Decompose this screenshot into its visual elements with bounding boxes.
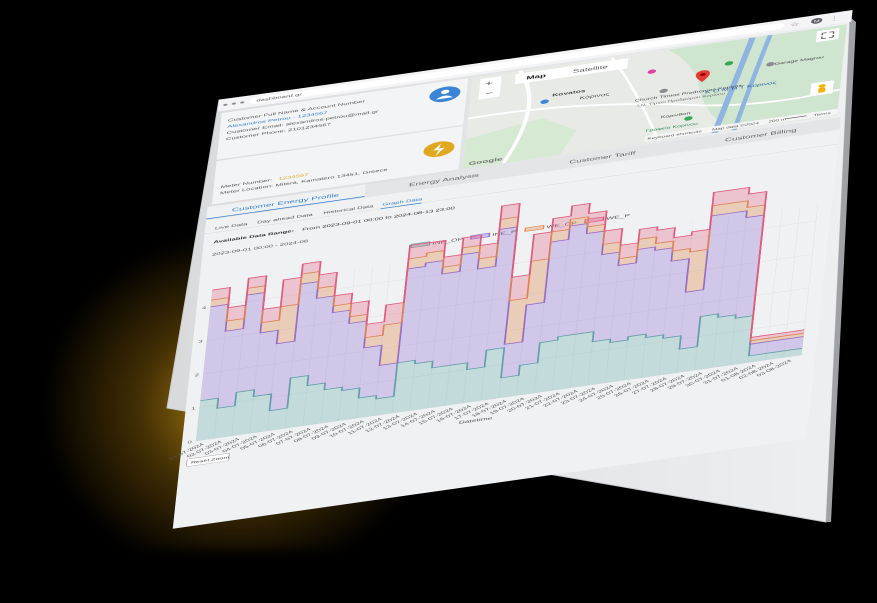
x-gridline (302, 274, 320, 426)
map-road-2 (467, 88, 841, 120)
forward-icon[interactable] (231, 102, 236, 105)
pegman-icon (818, 84, 826, 88)
legend-swatch-ine-p[interactable] (470, 232, 491, 240)
x-gridline (409, 259, 427, 411)
customer-card (216, 78, 469, 160)
series-line-ine-op (200, 313, 803, 412)
poi-pink (647, 69, 657, 74)
address-url: dashboard.gr (256, 92, 302, 103)
star-icon[interactable]: ☆ (790, 20, 801, 28)
map-label-6: Κορινθοπ (661, 112, 692, 120)
legend-label-ine-p: INE_P (492, 230, 517, 238)
x-gridline (587, 234, 605, 386)
poi-green-2 (684, 116, 693, 121)
x-gridline (195, 290, 213, 442)
chart-legend: INE_OP INE_P WE_OP WE_P (410, 213, 631, 249)
map-scale-bar (785, 115, 807, 120)
poi-garage (766, 62, 775, 67)
y-tick-label: 3 (198, 339, 204, 344)
reset-zoom-button[interactable] (186, 453, 230, 467)
legend-swatch-we-p[interactable] (584, 216, 605, 224)
reset-zoom-label: Reset Zoom (191, 456, 230, 465)
map-terms[interactable]: Terms (813, 111, 831, 117)
map-green-area (668, 24, 847, 129)
map-tab-satellite[interactable]: Satellite (573, 64, 609, 74)
y-tick-label: 1 (191, 406, 197, 411)
zoom-out-button[interactable]: − (485, 89, 494, 98)
avatar-letter: M (814, 19, 821, 24)
dashboard-screen: dashboard.gr ☆ M ⋮ Customer Full Name & … (168, 9, 853, 529)
lightning-bolt (433, 143, 445, 156)
location-pin-icon (695, 70, 710, 83)
map-attribution[interactable]: Keyboard shortcuts (647, 130, 702, 142)
zoom-in-button[interactable]: + (484, 80, 493, 89)
y-tick-label: 4 (202, 306, 208, 311)
subtab-historical-data[interactable]: Historical Data (323, 204, 374, 216)
google-logo: Google (468, 156, 503, 166)
series-area-ine-p (200, 210, 804, 411)
map-type-control (514, 58, 629, 85)
subtab-live-data[interactable]: Live Data (215, 222, 249, 231)
poi-church (659, 88, 668, 94)
x-gridline (462, 252, 480, 404)
y-tick-label: 0 (187, 440, 193, 445)
map-label-4: Garage Magrou (774, 56, 824, 67)
map-highway-2 (731, 35, 773, 131)
series-area-ine-op (196, 313, 803, 441)
legend-label-we-op: WE_OP (546, 221, 578, 230)
avatar[interactable] (811, 17, 823, 24)
meter-number-value: 1234567 (278, 173, 309, 182)
legend-label-ine-op: INE_OP (432, 237, 464, 246)
map-highway (711, 37, 756, 134)
meter-card (211, 126, 463, 205)
tab-customer-energy-profile[interactable] (206, 184, 366, 220)
x-gridline (427, 257, 445, 409)
zoom-control (478, 76, 502, 100)
screen-right-edge (826, 17, 856, 522)
x-gridline (569, 236, 587, 388)
legend-swatch-we-op[interactable] (524, 225, 545, 232)
x-gridline (551, 239, 569, 391)
map-tab-map[interactable]: Map (526, 73, 547, 81)
location-pin-center (700, 73, 706, 76)
x-gridline (480, 249, 498, 401)
x-gridline (729, 214, 747, 366)
pegman-body (818, 87, 826, 93)
subtab-graph-data[interactable]: Graph Data (382, 197, 423, 207)
address-bar[interactable] (249, 22, 785, 104)
x-gridline (640, 226, 658, 378)
poi-blue (540, 99, 549, 104)
x-gridline (445, 254, 463, 406)
legend-label-we-p: WE_P (606, 213, 631, 221)
user-icon (429, 86, 461, 103)
map-scale: 200 m (768, 118, 786, 124)
series-line-we-p (212, 186, 805, 338)
map-attribution-bar (644, 108, 838, 142)
x-axis-label: Datetime (458, 416, 493, 425)
user-icon-head (440, 89, 450, 94)
subtab-active-indicator (380, 202, 422, 210)
map-green-area-2 (462, 118, 577, 169)
reload-icon[interactable] (240, 101, 245, 104)
x-gridline (712, 216, 730, 368)
map-label-7: Γραφείο Κορίνου (645, 122, 698, 133)
kebab-menu-icon[interactable]: ⋮ (829, 15, 839, 22)
poi-green (724, 61, 734, 66)
map-data: Map data ©2024 (712, 121, 760, 132)
map-label-1: Κόρινος (579, 91, 610, 100)
map-label-0: Kovatos (552, 89, 586, 98)
meter-number-label: Meter Number: (220, 178, 272, 190)
fullscreen-icon (821, 31, 835, 40)
user-icon-body (436, 95, 453, 100)
subtab-underline (204, 143, 839, 235)
y-tick-label: 2 (195, 373, 201, 378)
x-gridline (373, 264, 391, 416)
back-icon[interactable] (223, 103, 228, 107)
tab-active-indicator (206, 196, 365, 220)
